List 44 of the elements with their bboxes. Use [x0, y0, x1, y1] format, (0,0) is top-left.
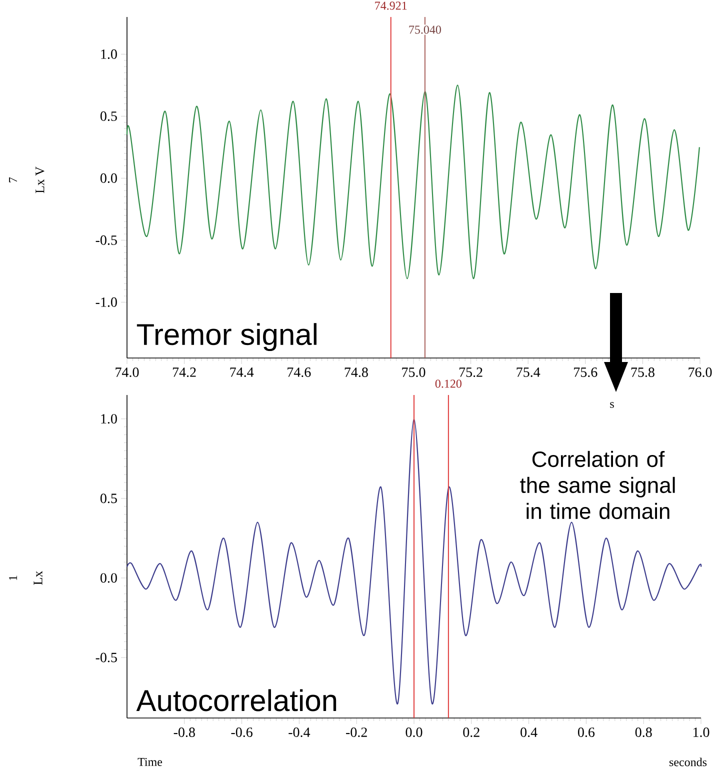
y-tick-label: 0.0 [100, 573, 117, 583]
x-tick-label: 75.0 [402, 368, 426, 378]
x-tick-label: -0.6 [231, 728, 252, 738]
y-tick-label: -0.5 [96, 652, 117, 662]
text: Autocorrelation [136, 689, 336, 712]
y-tick-label: 0.0 [100, 173, 117, 183]
x-tick-label: 74.2 [172, 368, 196, 377]
x-axis-title: s [610, 402, 614, 408]
text: 7 [9, 177, 17, 182]
x-tick-label: -0.4 [288, 728, 310, 738]
x-tick-label: -0.2 [346, 728, 367, 738]
x-tick-label: 75.6 [574, 368, 598, 377]
x-tick-label: 0.8 [635, 728, 652, 738]
x-tick-label: 1.0 [693, 728, 710, 738]
x-tick-label: 0.2 [463, 728, 480, 738]
y-tick-label: 1.0 [101, 414, 117, 424]
x-tick-label: 0.4 [520, 728, 538, 738]
x-axis-title: seconds [669, 758, 707, 766]
x-tick-label: 75.4 [516, 368, 540, 377]
text: Tremor signal [136, 323, 316, 352]
y-tick-label: 1.0 [101, 49, 117, 59]
y-axis-title: Lx V [36, 166, 44, 194]
y-tick-label: -0.5 [96, 235, 117, 245]
x-tick-label: 75.8 [631, 368, 654, 378]
x-tick-label: 74.8 [344, 368, 368, 378]
x-tick-label: 76.0 [688, 368, 712, 378]
ref-line-label: 74.921 [375, 2, 407, 10]
text: Time [138, 758, 162, 766]
y-tick-label: 0.5 [100, 111, 117, 121]
x-tick-label: 0.0 [406, 728, 422, 738]
x-tick-label: 74.0 [116, 368, 139, 378]
x-tick-label: 0.6 [578, 728, 595, 738]
x-tick-label: 74.4 [230, 368, 254, 377]
y-axis-title: Lx [34, 570, 42, 585]
x-tick-label: -0.8 [174, 728, 195, 738]
x-tick-label: 74.6 [288, 368, 311, 377]
y-tick-label: 0.5 [100, 494, 117, 504]
text: 1 [9, 576, 17, 580]
y-tick-label: -1.0 [96, 297, 117, 307]
ref-line-label: 0.120 [435, 380, 462, 388]
annotation: Correlation of the same signal in time domain [520, 450, 675, 520]
line-series [126, 84, 700, 280]
x-tick-label: 75.2 [459, 368, 482, 377]
ref-line-label: 75.040 [409, 26, 441, 34]
